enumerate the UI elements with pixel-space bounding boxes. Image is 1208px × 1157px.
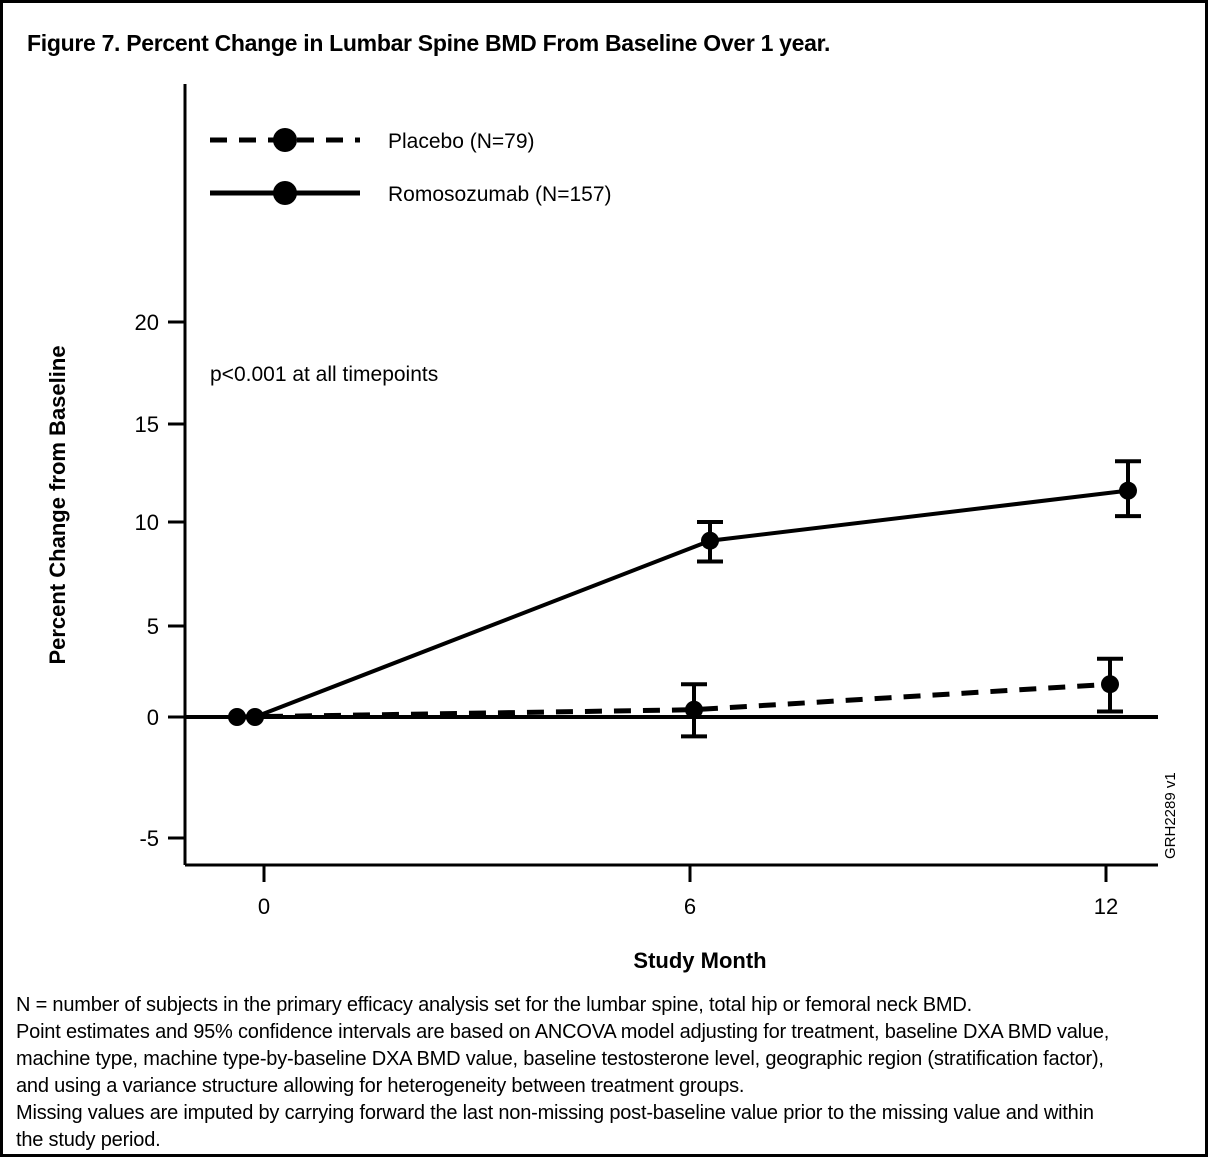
axes (183, 84, 1158, 867)
y-tick-label: 0 (147, 705, 159, 730)
data-point (701, 531, 719, 550)
legend-label-placebo: Placebo (N=79) (388, 130, 535, 153)
y-tick-label: 10 (135, 510, 159, 535)
y-axis-label: Percent Change from Baseline (45, 345, 70, 664)
y-tick-label: -5 (139, 826, 159, 851)
data-point (228, 708, 246, 726)
legend-placebo-marker-icon (273, 128, 297, 152)
y-tick-label: 15 (135, 412, 159, 437)
series-line-placebo (236, 681, 1111, 720)
x-tick-label: 12 (1094, 894, 1118, 919)
figure-title: Figure 7. Percent Change in Lumbar Spine… (27, 30, 831, 56)
legend-romosozumab-marker-icon (273, 181, 297, 205)
data-point (246, 708, 264, 726)
data-point (1101, 675, 1119, 694)
tick-layer: 20 15 10 5 0 -5 0 6 12 (135, 310, 1119, 919)
y-tick-label: 20 (135, 310, 159, 335)
data-point (1119, 481, 1137, 500)
x-tick-label: 0 (258, 894, 270, 919)
x-tick-label: 6 (684, 894, 696, 919)
footnote-line: the study period. (16, 1129, 161, 1151)
p-value-annotation: p<0.001 at all timepoints (210, 363, 438, 386)
bmd-line-chart: 20 15 10 5 0 -5 0 6 12 Placebo (N=79) Romosozuma… (45, 84, 1179, 973)
data-point (685, 700, 703, 719)
footnotes: N = number of subjects in the primary ef… (16, 992, 1197, 1154)
y-tick-label: 5 (147, 614, 159, 639)
legend: Placebo (N=79) Romosozumab (N=157) (210, 128, 612, 206)
footnote-line: and using a variance structure allowing … (16, 1075, 745, 1097)
footnote-line: N = number of subjects in the primary ef… (16, 994, 972, 1016)
legend-label-romosozumab: Romosozumab (N=157) (388, 183, 612, 206)
footnote-line: Point estimates and 95% confidence inter… (16, 1021, 1110, 1043)
plot-id-watermark: GRH2289 v1 (1162, 772, 1179, 859)
footnote-line: Missing values are imputed by carrying f… (16, 1102, 1094, 1124)
series-layer (228, 459, 1141, 739)
x-axis-label: Study Month (633, 948, 766, 973)
footnote-line: machine type, machine type-by-baseline D… (16, 1048, 1104, 1070)
